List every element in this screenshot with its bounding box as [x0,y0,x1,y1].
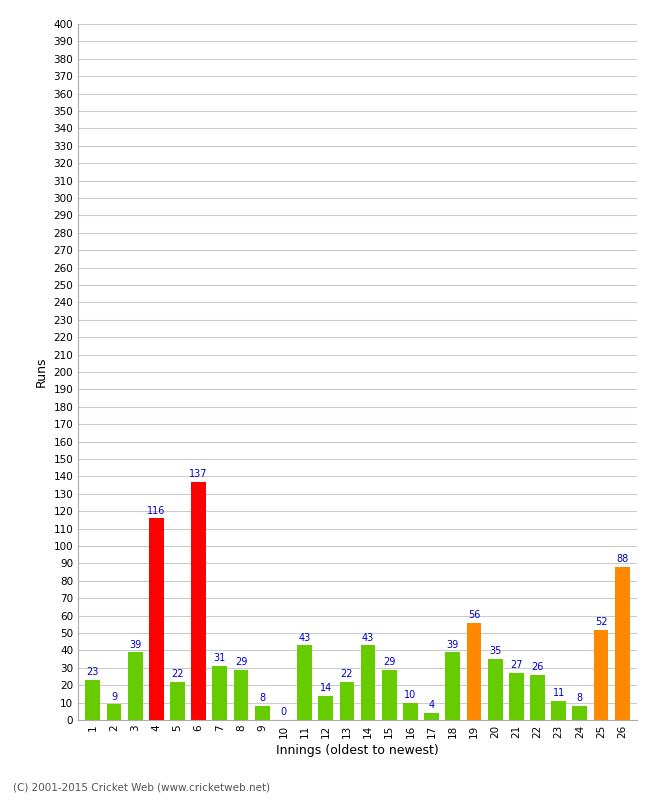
Text: 137: 137 [189,469,208,479]
Text: 22: 22 [341,669,353,679]
Text: 4: 4 [428,701,435,710]
Bar [573,706,587,720]
Text: 0: 0 [280,707,287,718]
Bar [128,652,142,720]
X-axis label: Innings (oldest to newest): Innings (oldest to newest) [276,744,439,757]
Text: 35: 35 [489,646,501,657]
Bar [297,645,312,720]
Bar [424,713,439,720]
Bar [403,702,418,720]
Text: 11: 11 [552,688,565,698]
Bar [551,701,566,720]
Bar [107,704,122,720]
Text: 14: 14 [320,683,332,693]
Bar [85,680,100,720]
Text: 29: 29 [235,657,247,667]
Bar [467,622,482,720]
Text: 29: 29 [383,657,395,667]
Text: 39: 39 [447,639,459,650]
Bar [615,567,630,720]
Text: 88: 88 [616,554,629,564]
Bar [445,652,460,720]
Text: 39: 39 [129,639,141,650]
Text: 8: 8 [259,694,265,703]
Text: 43: 43 [298,633,311,642]
Text: 31: 31 [214,654,226,663]
Bar [593,630,608,720]
Bar [213,666,228,720]
Bar [339,682,354,720]
Text: 116: 116 [147,506,166,515]
Y-axis label: Runs: Runs [35,357,48,387]
Text: 22: 22 [171,669,184,679]
Text: (C) 2001-2015 Cricket Web (www.cricketweb.net): (C) 2001-2015 Cricket Web (www.cricketwe… [13,782,270,792]
Text: 9: 9 [111,692,117,702]
Text: 23: 23 [86,667,99,678]
Text: 10: 10 [404,690,417,700]
Bar [509,673,524,720]
Bar [255,706,270,720]
Bar [233,670,248,720]
Text: 56: 56 [468,610,480,620]
Bar [149,518,164,720]
Text: 26: 26 [531,662,543,672]
Text: 43: 43 [362,633,374,642]
Text: 8: 8 [577,694,583,703]
Text: 27: 27 [510,661,523,670]
Bar [488,659,502,720]
Text: 52: 52 [595,617,607,627]
Bar [318,696,333,720]
Bar [170,682,185,720]
Bar [530,674,545,720]
Bar [382,670,396,720]
Bar [191,482,206,720]
Bar [361,645,376,720]
